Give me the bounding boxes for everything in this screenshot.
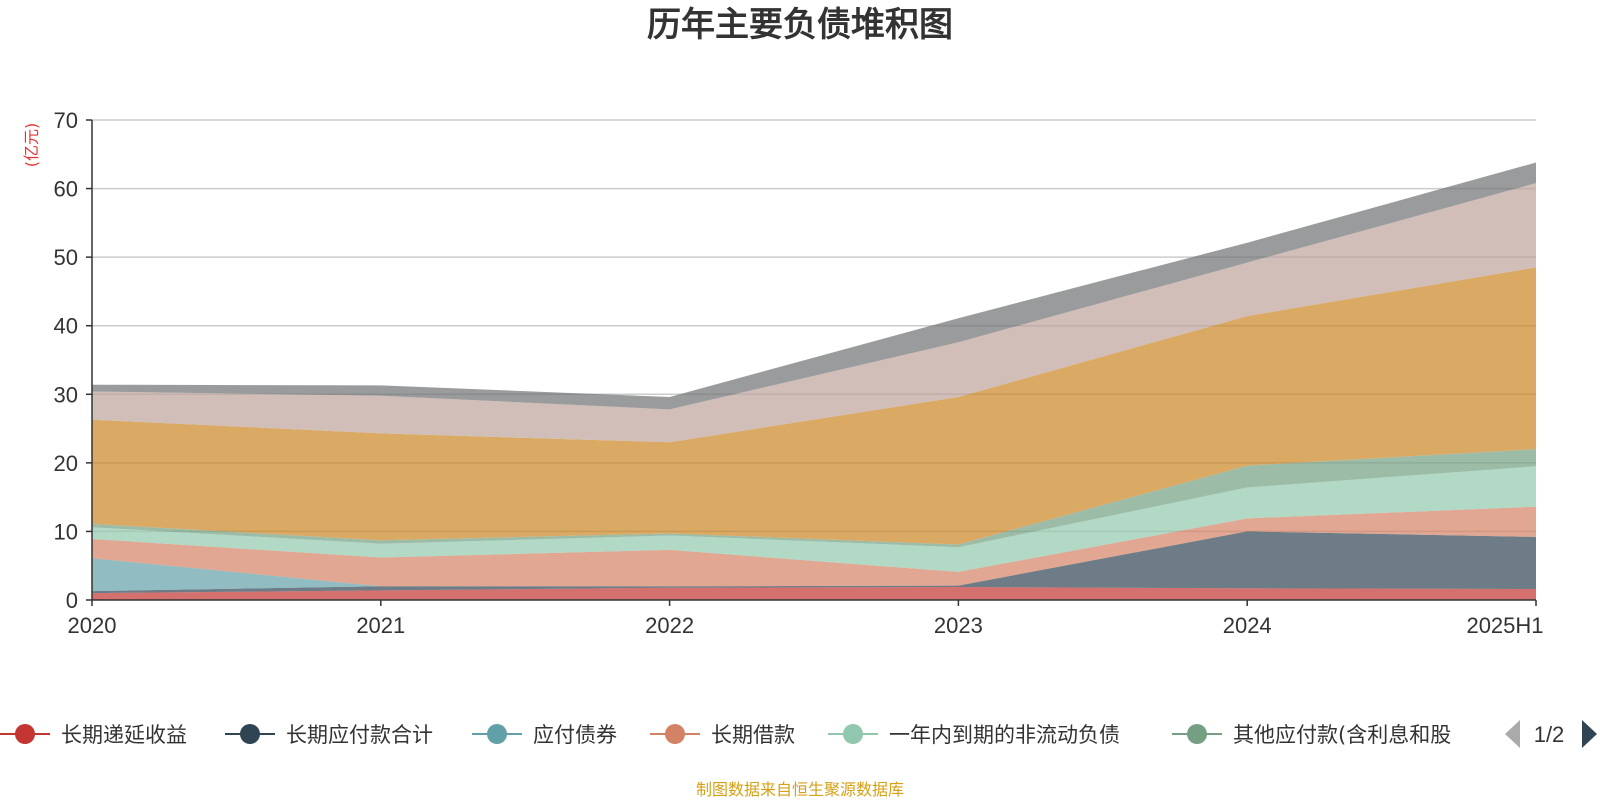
legend-item-5[interactable]: 其他应付款(含利息和股 <box>1172 723 1451 747</box>
area-series-3[interactable] <box>92 506 1536 587</box>
legend-label: 长期应付款合计 <box>286 723 433 747</box>
area-series-group <box>92 162 1536 600</box>
legend-circle-icon <box>487 724 507 744</box>
legend-item-1[interactable]: 长期应付款合计 <box>225 723 433 747</box>
legend-label: 一年内到期的非流动负债 <box>889 723 1120 747</box>
legend-label: 长期借款 <box>711 723 795 747</box>
legend-item-0[interactable]: 长期递延收益 <box>0 723 187 747</box>
y-tick-label: 30 <box>54 382 78 407</box>
legend-item-2[interactable]: 应付债券 <box>472 723 617 747</box>
area-series-0[interactable] <box>92 587 1536 600</box>
area-series-7[interactable] <box>92 183 1536 443</box>
legend-page-indicator: 1/2 <box>1534 722 1565 747</box>
area-series-8[interactable] <box>92 162 1536 410</box>
y-tick-label: 60 <box>54 177 78 202</box>
legend-label: 长期递延收益 <box>61 723 187 747</box>
data-source-note: 制图数据来自恒生聚源数据库 <box>696 780 904 799</box>
area-series-5[interactable] <box>92 449 1536 548</box>
legend-item-3[interactable]: 长期借款 <box>650 723 795 747</box>
legend-circle-icon <box>843 724 863 744</box>
y-tick-label: 40 <box>54 314 78 339</box>
x-tick-label: 2020 <box>68 613 117 638</box>
legend-next-page-icon[interactable] <box>1582 720 1597 748</box>
legend-circle-icon <box>1187 724 1207 744</box>
x-tick-label: 2023 <box>934 613 983 638</box>
x-tick-label: 2024 <box>1223 613 1272 638</box>
legend-circle-icon <box>240 724 260 744</box>
legend[interactable]: 长期递延收益 长期应付款合计 应付债券 长期借款 一年内到期的非流动负债 其他应付款(含利… <box>0 720 1597 748</box>
y-tick-label: 20 <box>54 451 78 476</box>
x-tick-label: 2022 <box>645 613 694 638</box>
legend-circle-icon <box>665 724 685 744</box>
legend-item-4[interactable]: 一年内到期的非流动负债 <box>828 723 1120 747</box>
axes: 0 10 20 30 40 50 60 70 2020 2021 2022 2023 2024 2025H… <box>54 108 1544 638</box>
y-tick-label: 0 <box>66 588 78 613</box>
y-tick-label: 70 <box>54 108 78 133</box>
area-series-4[interactable] <box>92 466 1536 572</box>
y-tick-label: 10 <box>54 519 78 544</box>
y-axis-unit-label: (亿元) <box>22 123 41 168</box>
legend-prev-page-icon[interactable] <box>1505 720 1520 748</box>
chart-title: 历年主要负债堆积图 <box>647 5 953 45</box>
area-series-2[interactable] <box>92 531 1536 592</box>
legend-label: 其他应付款(含利息和股 <box>1233 723 1451 747</box>
area-series-6[interactable] <box>92 267 1536 545</box>
legend-circle-icon <box>15 724 35 744</box>
legend-label: 应付债券 <box>533 723 617 747</box>
x-tick-label: 2025H1 <box>1466 613 1543 638</box>
y-tick-label: 50 <box>54 245 78 270</box>
area-series-1[interactable] <box>92 531 1536 594</box>
x-tick-label: 2021 <box>356 613 405 638</box>
